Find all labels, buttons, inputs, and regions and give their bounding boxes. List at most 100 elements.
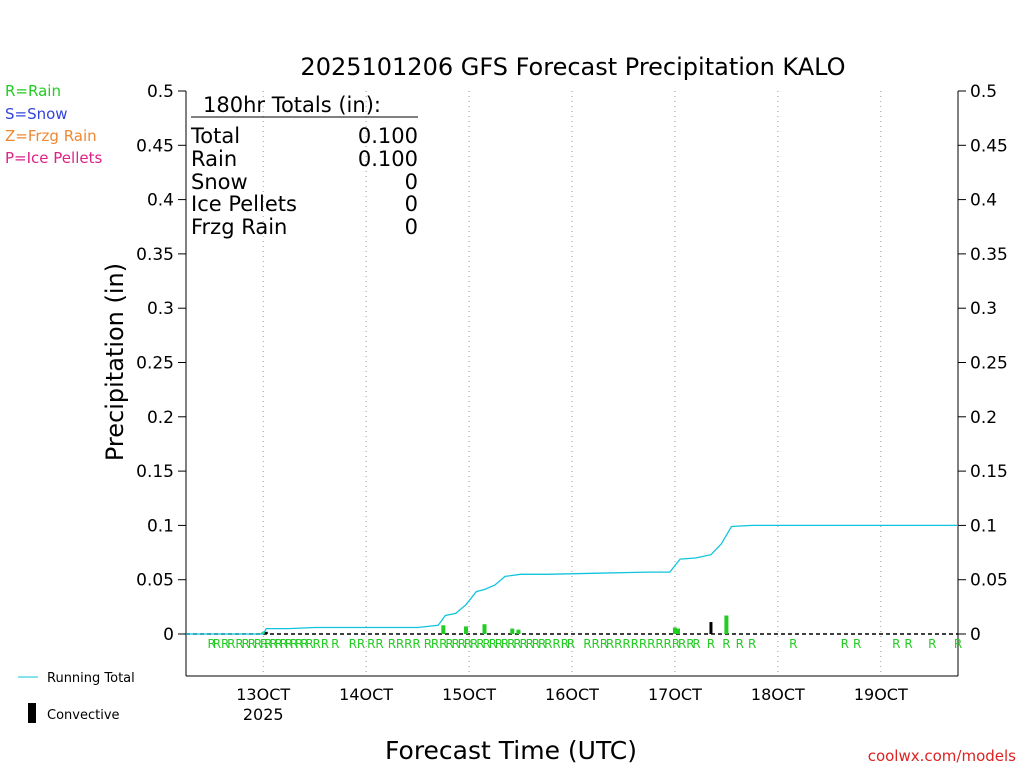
rain-marker-18: R	[313, 637, 321, 651]
rain-marker-6: R	[248, 637, 256, 651]
convective-bar-0	[264, 631, 268, 634]
rain-marker-39: R	[489, 637, 497, 651]
rain-marker-76: R	[928, 637, 936, 651]
legend-rain: R=Rain	[5, 82, 61, 100]
rain-marker-0: R	[208, 637, 216, 651]
rain-marker-65: R	[686, 637, 694, 651]
rain-marker-14: R	[290, 637, 298, 651]
rain-marker-21: R	[349, 637, 357, 651]
rain-marker-71: R	[789, 637, 797, 651]
y-tick-label-right-10: 0.5	[970, 82, 997, 102]
rain-marker-62: R	[664, 637, 672, 651]
rain-marker-12: R	[280, 637, 288, 651]
grid-lines	[262, 91, 882, 676]
rain-marker-60: R	[647, 637, 655, 651]
rain-marker-33: R	[452, 637, 460, 651]
totals-box: 180hr Totals (in): Total 0.100 Rain 0.10…	[190, 93, 418, 239]
x-tick-sublabel-0: 2025	[243, 705, 284, 724]
x-tick-label-5: 18OCT	[751, 685, 805, 704]
y-tick-label-right-0: 0	[970, 625, 981, 645]
convective-bar-1	[709, 622, 713, 634]
rain-marker-42: R	[507, 637, 515, 651]
totals-ice-pellets-value: 0	[405, 192, 418, 216]
rain-marker-51: R	[567, 637, 575, 651]
rain-marker-32: R	[445, 637, 453, 651]
rain-marker-24: R	[375, 637, 383, 651]
series-legend: Running Total Convective	[18, 671, 135, 723]
legend-running-total: Running Total	[47, 671, 135, 686]
rain-marker-15: R	[295, 637, 303, 651]
totals-ice-pellets-label: Ice Pellets	[191, 192, 297, 216]
y-tick-label-right-9: 0.45	[970, 136, 1008, 156]
rain-marker-30: R	[431, 637, 439, 651]
credit-link[interactable]: coolwx.com/models	[868, 747, 1016, 765]
rain-marker-52: R	[583, 637, 591, 651]
y-tick-label-left-2: 0.1	[147, 516, 174, 536]
rain-marker-23: R	[367, 637, 375, 651]
rain-marker-53: R	[592, 637, 600, 651]
legend-convective-swatch	[28, 703, 36, 723]
rain-marker-27: R	[404, 637, 412, 651]
rain-marker-31: R	[439, 637, 447, 651]
y-tick-label-right-5: 0.25	[970, 354, 1008, 374]
x-tick-label-3: 16OCT	[545, 685, 599, 704]
rain-marker-1: R	[213, 637, 221, 651]
rain-marker-35: R	[464, 637, 472, 651]
totals-heading: 180hr Totals (in):	[203, 93, 381, 117]
rain-marker-4: R	[235, 637, 243, 651]
y-tick-label-right-1: 0.05	[970, 571, 1008, 591]
rain-marker-44: R	[519, 637, 527, 651]
rain-marker-25: R	[388, 637, 396, 651]
rain-marker-73: R	[853, 637, 861, 651]
rain-bar-6	[672, 627, 677, 634]
rain-marker-40: R	[495, 637, 503, 651]
legend-convective: Convective	[47, 708, 120, 723]
y-tick-label-right-7: 0.35	[970, 245, 1008, 265]
totals-rain-value: 0.100	[358, 147, 418, 171]
rain-marker-22: R	[357, 637, 365, 651]
y-tick-label-left-0: 0	[163, 625, 174, 645]
rain-bar-8	[724, 615, 729, 634]
rain-marker-37: R	[476, 637, 484, 651]
axes	[185, 91, 959, 677]
rain-marker-48: R	[544, 637, 552, 651]
rain-marker-10: R	[269, 637, 277, 651]
rain-marker-47: R	[538, 637, 546, 651]
rain-marker-7: R	[254, 637, 262, 651]
rain-marker-63: R	[672, 637, 680, 651]
rain-marker-41: R	[501, 637, 509, 651]
y-tick-label-left-6: 0.3	[147, 299, 174, 319]
rain-bar-3	[482, 624, 487, 634]
rain-marker-9: R	[264, 637, 272, 651]
rain-bar-2	[463, 626, 468, 634]
legend-ice-pellets: P=Ice Pellets	[5, 149, 102, 167]
y-tick-label-right-3: 0.15	[970, 462, 1008, 482]
rain-marker-11: R	[274, 637, 282, 651]
rain-marker-3: R	[227, 637, 235, 651]
y-tick-label-right-6: 0.3	[970, 299, 997, 319]
rain-bar-1	[441, 625, 446, 634]
rain-marker-36: R	[470, 637, 478, 651]
x-tick-label-2: 15OCT	[442, 685, 496, 704]
rain-marker-72: R	[841, 637, 849, 651]
rain-marker-61: R	[655, 637, 663, 651]
totals-total-label: Total	[190, 124, 240, 148]
precip-type-legend: R=Rain S=Snow Z=Frzg Rain P=Ice Pellets	[5, 82, 102, 167]
rain-marker-26: R	[396, 637, 404, 651]
rain-marker-68: R	[722, 637, 730, 651]
running-total-line	[186, 524, 958, 635]
rain-marker-49: R	[552, 637, 560, 651]
x-tick-label-0: 13OCT	[236, 685, 290, 704]
rain-marker-8: R	[260, 637, 268, 651]
rain-bars	[261, 615, 729, 634]
rain-marker-67: R	[707, 637, 715, 651]
y-tick-label-left-7: 0.35	[136, 245, 174, 265]
y-tick-label-right-8: 0.4	[970, 191, 997, 211]
running-total-series	[186, 524, 958, 635]
rain-marker-56: R	[614, 637, 622, 651]
legend-snow: S=Snow	[5, 105, 68, 123]
rain-marker-75: R	[904, 637, 912, 651]
rain-marker-58: R	[631, 637, 639, 651]
rain-bar-4	[510, 628, 515, 634]
